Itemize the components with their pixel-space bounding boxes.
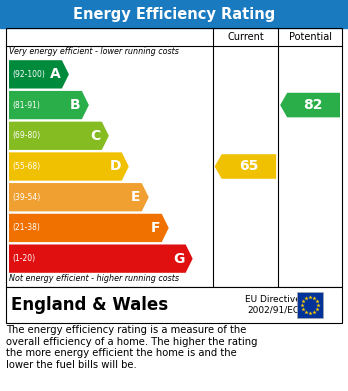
- Polygon shape: [9, 244, 193, 273]
- Text: The energy efficiency rating is a measure of the
overall efficiency of a home. T: The energy efficiency rating is a measur…: [6, 325, 258, 370]
- Text: Current: Current: [227, 32, 264, 42]
- Text: Energy Efficiency Rating: Energy Efficiency Rating: [73, 7, 275, 22]
- Text: (69-80): (69-80): [12, 131, 40, 140]
- Text: E: E: [131, 190, 141, 204]
- Polygon shape: [9, 91, 89, 119]
- Text: England & Wales: England & Wales: [11, 296, 168, 314]
- Polygon shape: [9, 152, 129, 181]
- Polygon shape: [215, 154, 276, 179]
- Text: EU Directive
2002/91/EC: EU Directive 2002/91/EC: [245, 295, 301, 315]
- Text: Very energy efficient - lower running costs: Very energy efficient - lower running co…: [9, 47, 179, 56]
- Text: 65: 65: [239, 160, 258, 174]
- Text: C: C: [90, 129, 101, 143]
- Text: G: G: [173, 252, 185, 265]
- Text: A: A: [50, 67, 61, 81]
- Text: (39-54): (39-54): [12, 193, 40, 202]
- Polygon shape: [9, 214, 169, 242]
- Text: F: F: [151, 221, 161, 235]
- Bar: [297, 292, 323, 318]
- Polygon shape: [9, 122, 109, 150]
- Text: 82: 82: [303, 98, 323, 112]
- Text: (92-100): (92-100): [12, 70, 45, 79]
- Text: Not energy efficient - higher running costs: Not energy efficient - higher running co…: [9, 274, 179, 283]
- Text: Potential: Potential: [288, 32, 332, 42]
- Polygon shape: [9, 183, 149, 212]
- Text: (55-68): (55-68): [12, 162, 40, 171]
- Polygon shape: [9, 60, 69, 88]
- Bar: [6, 287, 342, 323]
- Bar: [6, 28, 342, 287]
- Text: B: B: [70, 98, 81, 112]
- Polygon shape: [280, 93, 340, 117]
- Text: (81-91): (81-91): [12, 100, 40, 109]
- Text: (21-38): (21-38): [12, 223, 40, 232]
- Text: (1-20): (1-20): [12, 254, 35, 263]
- Bar: [0, 0, 348, 28]
- Text: D: D: [109, 160, 121, 174]
